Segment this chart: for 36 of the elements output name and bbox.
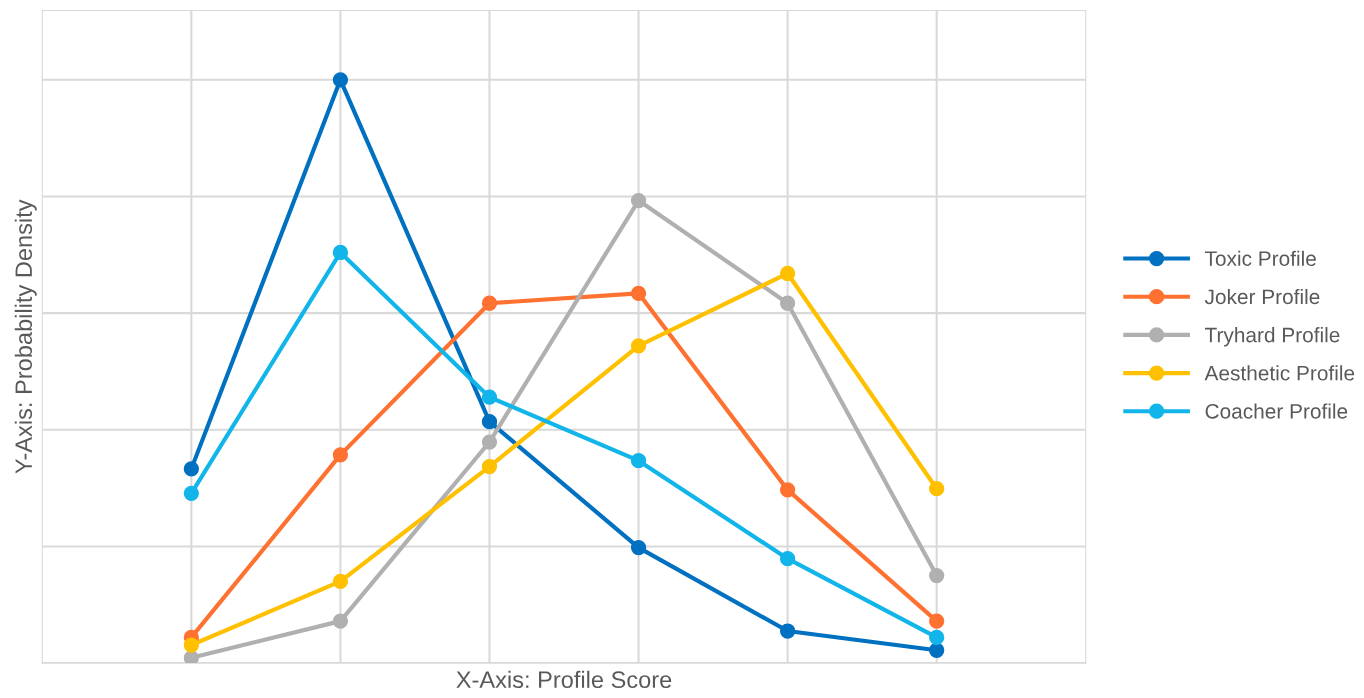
point bbox=[332, 447, 349, 463]
legend-label: Tryhard Profile bbox=[1205, 327, 1340, 347]
point bbox=[183, 461, 199, 477]
point bbox=[481, 295, 498, 311]
point bbox=[929, 613, 945, 629]
point bbox=[929, 567, 945, 584]
legend-label: Toxic Profile bbox=[1205, 250, 1316, 267]
point bbox=[630, 338, 647, 354]
point bbox=[929, 642, 945, 658]
x-axis-title: X-Axis: Profile Score bbox=[456, 670, 672, 689]
point bbox=[332, 613, 349, 629]
point bbox=[929, 481, 945, 497]
y-axis-title: Y-Axis: Probability Density bbox=[14, 199, 37, 474]
point bbox=[779, 295, 796, 311]
legend-label: Coacher Profile bbox=[1205, 403, 1348, 419]
point bbox=[481, 413, 498, 430]
point bbox=[779, 265, 796, 282]
point bbox=[630, 453, 647, 469]
point bbox=[481, 434, 498, 450]
point bbox=[332, 72, 349, 88]
point bbox=[779, 482, 796, 498]
point bbox=[630, 285, 647, 301]
point bbox=[183, 637, 199, 653]
legend-label: Joker Profile bbox=[1204, 288, 1320, 305]
point bbox=[183, 650, 199, 664]
point bbox=[630, 539, 647, 556]
point bbox=[332, 573, 349, 590]
point bbox=[481, 458, 498, 475]
legend-label: Aesthetic Profile bbox=[1204, 365, 1355, 381]
point bbox=[183, 485, 199, 502]
point bbox=[481, 389, 498, 405]
point bbox=[630, 192, 647, 209]
point bbox=[929, 629, 945, 646]
point bbox=[779, 623, 796, 639]
point bbox=[332, 244, 349, 261]
point bbox=[779, 551, 796, 567]
